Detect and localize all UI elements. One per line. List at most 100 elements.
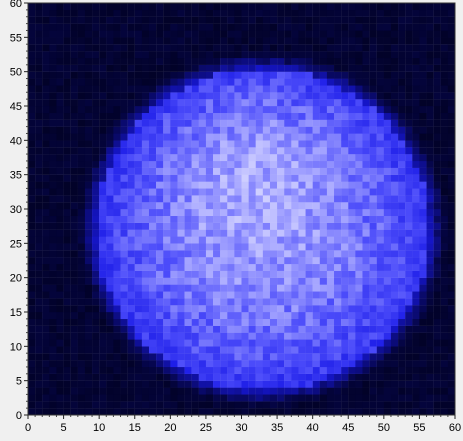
heatmap-cell [184, 133, 192, 141]
heatmap-cell [106, 408, 114, 416]
heatmap-cell [170, 71, 178, 79]
heatmap-cell [362, 209, 370, 217]
heatmap-cell [63, 85, 71, 93]
heatmap-cell [77, 263, 86, 271]
heatmap-cell [326, 160, 335, 168]
heatmap-cell [348, 366, 356, 374]
heatmap-cell [262, 78, 271, 86]
heatmap-cell [220, 78, 228, 86]
heatmap-cell [355, 360, 363, 368]
heatmap-cell [440, 263, 449, 271]
heatmap-cell [156, 318, 164, 326]
heatmap-cell [326, 71, 335, 79]
heatmap-cell [42, 99, 50, 107]
heatmap-cell [106, 3, 114, 11]
heatmap-cell [447, 57, 456, 65]
heatmap-cell [141, 30, 150, 38]
heatmap-cell [191, 346, 199, 354]
heatmap-cell [70, 71, 78, 79]
heatmap-cell [70, 44, 78, 52]
heatmap-cell [419, 401, 427, 409]
heatmap-cell [205, 202, 214, 210]
heatmap-cell [298, 346, 306, 354]
heatmap-cell [99, 126, 107, 134]
heatmap-cell [191, 339, 199, 347]
heatmap-cell [355, 85, 363, 93]
heatmap-cell [127, 215, 135, 223]
heatmap-cell [163, 298, 171, 306]
heatmap-cell [49, 57, 57, 65]
heatmap-cell [99, 339, 107, 347]
heatmap-cell [92, 346, 100, 354]
heatmap-cell [127, 119, 135, 127]
heatmap-cell [177, 325, 185, 333]
heatmap-cell [348, 229, 356, 237]
heatmap-cell [127, 298, 135, 306]
heatmap-cell [383, 9, 392, 17]
heatmap-cell [326, 243, 335, 251]
heatmap-cell [234, 92, 242, 100]
heatmap-cell [341, 112, 349, 120]
heatmap-cell [305, 394, 313, 402]
heatmap-cell [426, 229, 434, 237]
heatmap-cell [234, 270, 242, 278]
heatmap-cell [163, 140, 171, 148]
heatmap-cell [440, 360, 449, 368]
heatmap-cell [305, 92, 313, 100]
heatmap-cell [49, 64, 57, 72]
heatmap-cell [35, 291, 43, 299]
heatmap-cell [113, 23, 121, 31]
heatmap-cell [348, 126, 356, 134]
heatmap-cell [369, 380, 377, 388]
heatmap-cell [42, 353, 50, 361]
heatmap-cell [277, 195, 285, 203]
heatmap-cell [419, 222, 427, 230]
heatmap-cell [141, 78, 150, 86]
heatmap-cell [170, 78, 178, 86]
heatmap-cell [156, 195, 164, 203]
heatmap-cell [440, 140, 449, 148]
heatmap-cell [255, 353, 263, 361]
heatmap-cell [334, 202, 342, 210]
heatmap-cell [177, 277, 185, 285]
heatmap-cell [369, 140, 377, 148]
heatmap-cell [390, 92, 399, 100]
heatmap-cell [63, 325, 71, 333]
heatmap-cell [63, 236, 71, 244]
heatmap-cell [419, 277, 427, 285]
heatmap-cell [156, 215, 164, 223]
heatmap-cell [362, 298, 370, 306]
heatmap-cell [198, 373, 207, 381]
heatmap-cell [390, 119, 399, 127]
heatmap-cell [220, 57, 228, 65]
heatmap-cell [35, 373, 43, 381]
heatmap-cell [419, 106, 427, 114]
heatmap-cell [42, 229, 50, 237]
heatmap-cell [120, 325, 128, 333]
heatmap-cell [49, 401, 57, 409]
heatmap-cell [405, 257, 413, 265]
heatmap-cell [184, 44, 192, 52]
heatmap-cell [77, 318, 86, 326]
heatmap-cell [141, 305, 150, 313]
heatmap-cell [35, 64, 43, 72]
heatmap-cell [205, 325, 214, 333]
heatmap-cell [220, 119, 228, 127]
heatmap-cell [227, 250, 235, 258]
heatmap-cell [213, 92, 221, 100]
heatmap-cell [106, 167, 114, 175]
heatmap-cell [419, 51, 427, 59]
heatmap-cell [326, 250, 335, 258]
heatmap-cell [248, 126, 256, 134]
heatmap-cell [241, 380, 249, 388]
heatmap-cell [277, 325, 285, 333]
heatmap-cell [362, 112, 370, 120]
heatmap-cell [348, 181, 356, 189]
heatmap-cell [312, 23, 320, 31]
heatmap-cell [419, 167, 427, 175]
heatmap-cell [134, 16, 143, 24]
heatmap-cell [134, 106, 143, 114]
heatmap-cell [177, 9, 185, 17]
heatmap-cell [376, 78, 384, 86]
heatmap-cell [77, 270, 86, 278]
